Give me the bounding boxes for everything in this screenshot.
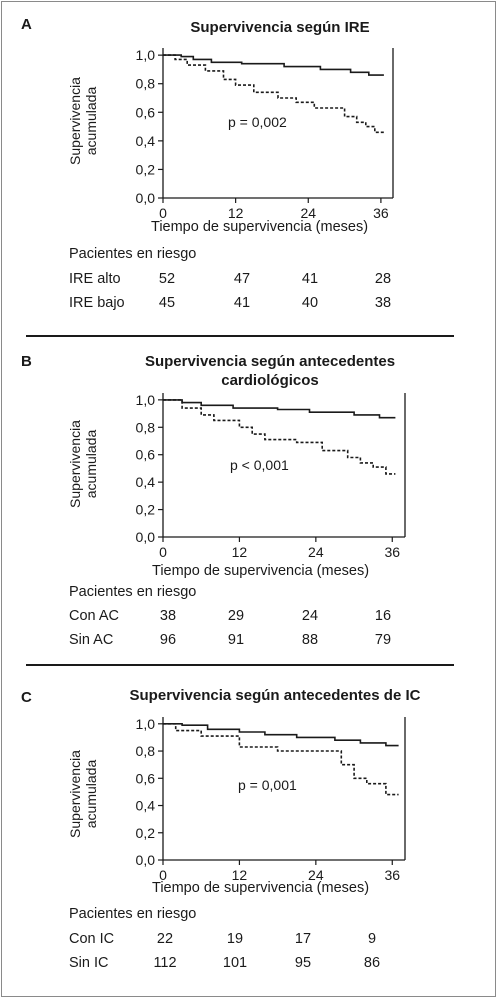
- panel-letter: A: [21, 16, 32, 33]
- risk-value: 40: [301, 295, 319, 311]
- y-tick-label: 0,0: [136, 190, 156, 206]
- risk-value: 41: [301, 271, 319, 287]
- y-tick-label: 1,0: [136, 47, 156, 63]
- risk-value: 17: [294, 931, 312, 947]
- panel-divider: [26, 664, 454, 666]
- y-tick-label: 0,8: [136, 419, 156, 435]
- y-tick-label: 0,2: [136, 502, 156, 518]
- x-tick-label: 0: [159, 867, 167, 883]
- p-value-annotation: p = 0,001: [238, 777, 297, 793]
- panel-letter: B: [21, 353, 32, 370]
- x-tick-label: 0: [159, 544, 167, 560]
- panel-divider: [26, 335, 454, 337]
- y-tick-label: 0,4: [136, 133, 156, 149]
- risk-value: 28: [374, 271, 392, 287]
- risk-value: 86: [363, 955, 381, 971]
- risk-value: 41: [233, 295, 251, 311]
- x-tick-label: 24: [300, 205, 316, 221]
- survival-curve-dashed: [163, 399, 396, 475]
- risk-table-header: Pacientes en riesgo: [69, 246, 197, 262]
- panel-letter: C: [21, 689, 32, 706]
- km-plot-b: 0,0 0,2 0,4 0,6 0,8 1,0 0 12 24 36 p < 0,001: [136, 392, 406, 560]
- y-tick-label: 0,6: [136, 447, 156, 463]
- y-tick-label: 1,0: [136, 716, 156, 732]
- x-axis-label: Tiempo de supervivencia (meses): [152, 880, 370, 896]
- chart-title-line: cardiológicos: [221, 372, 319, 389]
- survival-curve-dashed: [163, 54, 384, 134]
- risk-value: 91: [227, 632, 245, 648]
- survival-curve-dashed: [163, 722, 399, 796]
- y-tick-label: 0,6: [136, 770, 156, 786]
- risk-value: 24: [301, 608, 319, 624]
- chart-title-line: Supervivencia según antecedentes: [144, 353, 396, 370]
- x-tick-label: 12: [228, 205, 244, 221]
- chart-title: Supervivencia según antecedentes de IC: [129, 687, 421, 704]
- risk-value: 79: [374, 632, 392, 648]
- risk-value: 38: [374, 295, 392, 311]
- y-tick-label: 0,0: [136, 529, 156, 545]
- risk-value: 96: [159, 632, 177, 648]
- risk-value: 88: [301, 632, 319, 648]
- p-value-annotation: p = 0,002: [228, 114, 287, 130]
- y-tick-label: 0,2: [136, 825, 156, 841]
- y-tick-label: 0,8: [136, 76, 156, 92]
- x-axis-label: Tiempo de supervivencia (meses): [151, 219, 369, 235]
- risk-value: 38: [159, 608, 177, 624]
- x-tick-label: 36: [373, 205, 389, 221]
- risk-value: 19: [226, 931, 244, 947]
- risk-row-label: Sin AC: [69, 632, 114, 648]
- x-tick-label: 24: [308, 867, 324, 883]
- risk-value: 47: [233, 271, 251, 287]
- x-tick-label: 36: [384, 867, 400, 883]
- risk-row-label: Con IC: [69, 931, 115, 947]
- survival-curve-solid: [163, 722, 399, 747]
- km-plot-a: 0,0 0,2 0,4 0,6 0,8 1,0 0 12 24 36 p = 0,002: [136, 47, 394, 221]
- y-tick-label: 0,4: [136, 474, 156, 490]
- y-tick-label: 0,4: [136, 798, 156, 814]
- risk-row-label: IRE alto: [69, 271, 121, 287]
- y-tick-label: 0,6: [136, 104, 156, 120]
- risk-value: 29: [227, 608, 245, 624]
- risk-value: 52: [158, 271, 176, 287]
- km-plot-c: 0,0 0,2 0,4 0,6 0,8 1,0 0 12 24 36 p = 0,001: [136, 716, 406, 883]
- risk-value: 16: [374, 608, 392, 624]
- risk-table-header: Pacientes en riesgo: [69, 906, 197, 922]
- risk-value: 45: [158, 295, 176, 311]
- chart-title: Supervivencia según antecedentes cardiol…: [100, 352, 440, 390]
- x-tick-label: 12: [232, 867, 248, 883]
- risk-row-label: IRE bajo: [69, 295, 125, 311]
- y-tick-label: 0,0: [136, 852, 156, 868]
- x-axis-label: Tiempo de supervivencia (meses): [152, 563, 370, 579]
- risk-value: 101: [222, 955, 248, 971]
- risk-value: 22: [156, 931, 174, 947]
- risk-value: 9: [367, 931, 377, 947]
- x-tick-label: 12: [232, 544, 248, 560]
- risk-table-header: Pacientes en riesgo: [69, 584, 197, 600]
- x-tick-label: 36: [384, 544, 400, 560]
- x-tick-label: 0: [159, 205, 167, 221]
- risk-value: 112: [153, 955, 177, 971]
- risk-row-label: Con AC: [69, 608, 119, 624]
- risk-value: 95: [294, 955, 312, 971]
- y-tick-label: 0,2: [136, 161, 156, 177]
- y-tick-label: 1,0: [136, 392, 156, 408]
- survival-curve-solid: [163, 54, 384, 76]
- y-tick-label: 0,8: [136, 743, 156, 759]
- p-value-annotation: p < 0,001: [230, 457, 289, 473]
- chart-title: Supervivencia según IRE: [190, 19, 370, 36]
- x-tick-label: 24: [308, 544, 324, 560]
- risk-row-label: Sin IC: [69, 955, 109, 971]
- survival-curve-solid: [163, 399, 396, 419]
